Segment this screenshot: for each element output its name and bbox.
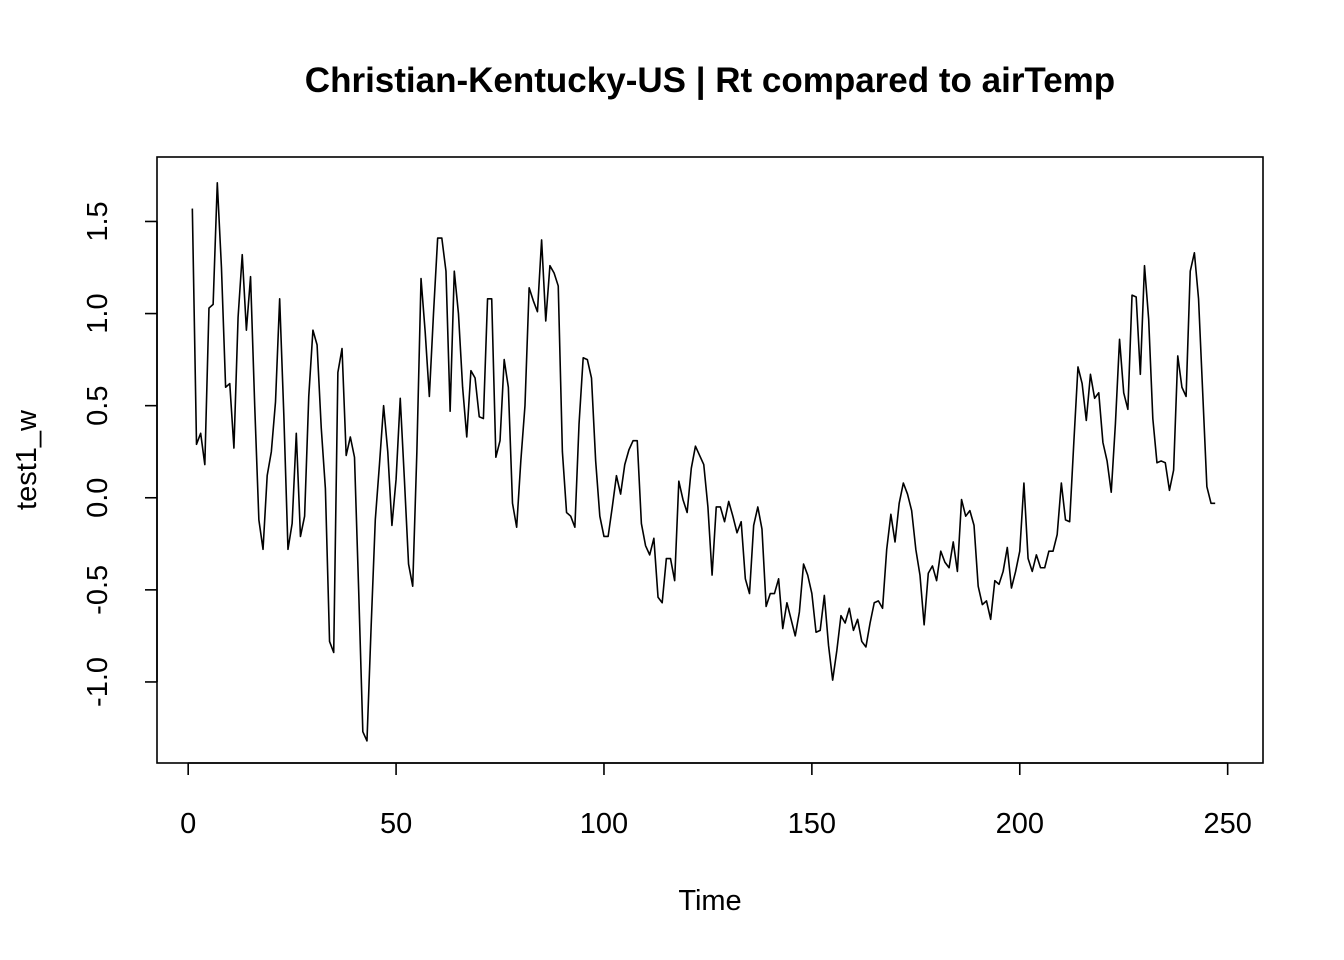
y-axis-label: test1_w <box>11 409 43 510</box>
x-axis: 0 50 100 150 200 250 <box>180 762 1252 840</box>
x-tick-label: 100 <box>580 808 628 840</box>
x-tick-label: 250 <box>1203 808 1251 840</box>
x-tick-label: 150 <box>788 808 836 840</box>
x-tick-label: 50 <box>380 808 412 840</box>
x-tick-label: 0 <box>180 808 196 840</box>
y-tick-label: 1.0 <box>82 293 114 333</box>
y-tick-label: 0.0 <box>82 478 114 518</box>
y-tick-label: -1.0 <box>82 657 114 707</box>
y-tick-label: -0.5 <box>82 565 114 615</box>
chart-title: Christian-Kentucky-US | Rt compared to a… <box>305 61 1115 100</box>
x-axis-label: Time <box>678 885 741 917</box>
y-tick-label: 1.5 <box>82 201 114 241</box>
x-tick-label: 200 <box>996 808 1044 840</box>
y-tick-label: 0.5 <box>82 385 114 425</box>
y-axis: -1.0 -0.5 0.0 0.5 1.0 1.5 <box>82 201 158 707</box>
series-line <box>191 181 1216 742</box>
